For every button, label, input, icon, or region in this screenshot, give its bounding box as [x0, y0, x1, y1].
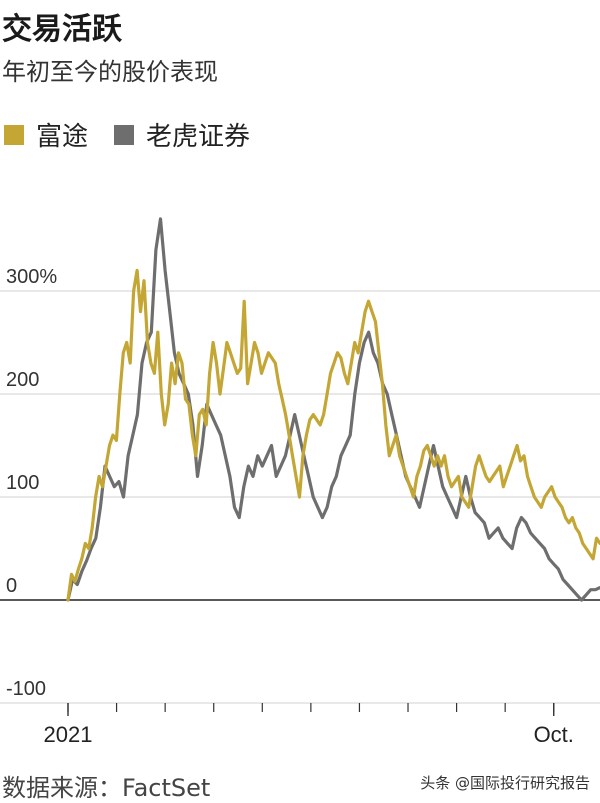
- watermark: 头条 @国际投行研究报告: [420, 774, 590, 792]
- legend-label-futu: 富途: [36, 122, 89, 152]
- legend-swatch-tiger: [114, 124, 135, 145]
- y-tick-label: 0: [6, 575, 17, 597]
- x-tick-label: 2021: [44, 722, 93, 747]
- legend: 富途 老虎证券: [4, 116, 276, 153]
- legend-item-tiger: 老虎证券: [114, 116, 250, 153]
- y-tick-label: -100: [6, 678, 46, 700]
- x-tick-label: Oct.: [534, 722, 574, 747]
- y-axis-labels: 300% 200 100 0 -100: [6, 266, 57, 700]
- series-layer: [66, 217, 600, 602]
- chart-subtitle: 年初至今的股价表现: [2, 58, 218, 86]
- source-note: 数据来源：FactSet: [2, 774, 211, 802]
- x-axis: 2021 Oct.: [44, 703, 574, 747]
- y-tick-label: 200: [6, 369, 39, 391]
- legend-swatch-futu: [4, 124, 24, 145]
- legend-label-tiger: 老虎证券: [146, 122, 251, 152]
- y-tick-label: 300%: [6, 266, 57, 288]
- chart-title: 交易活跃: [2, 12, 122, 47]
- series-line-futu: [66, 268, 600, 602]
- legend-item-futu: 富途: [4, 116, 88, 153]
- y-tick-label: 100: [6, 472, 39, 494]
- series-line-tiger: [66, 217, 600, 602]
